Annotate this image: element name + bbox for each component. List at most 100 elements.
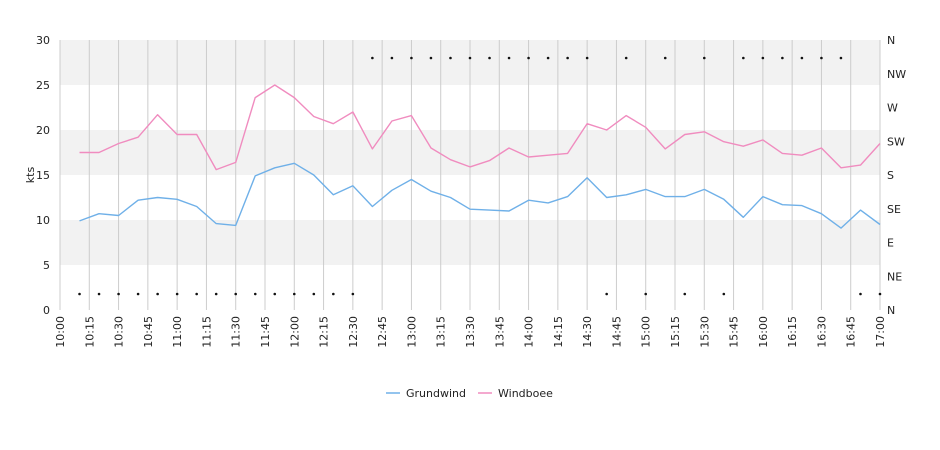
x-tick-label: 13:00 [405,316,418,348]
y2-tick-label: W [887,102,898,115]
y-tick-label: 20 [36,124,50,137]
x-tick-label: 15:30 [698,316,711,348]
direction-marker [878,292,882,296]
y2-tick-label: S [887,169,894,182]
x-tick-label: 11:15 [200,316,213,348]
y2-tick-label: SE [887,203,901,216]
direction-marker [214,292,218,296]
direction-marker [605,292,608,296]
x-tick-label: 11:45 [259,316,272,348]
y-axis-label: kts [24,167,37,184]
direction-marker [449,56,452,60]
x-tick-label: 12:30 [347,316,360,348]
direction-marker [78,292,81,296]
x-tick-label: 15:45 [728,316,741,348]
direction-marker [175,292,179,296]
x-tick-label: 14:00 [523,316,536,348]
direction-marker [722,292,726,296]
direction-marker [663,56,667,60]
direction-marker [234,292,238,296]
x-tick-label: 10:00 [54,316,67,348]
direction-marker [351,292,355,296]
direction-marker [624,56,628,60]
direction-marker [156,292,159,296]
y2-tick-label: N [887,304,895,317]
legend-label: Windboee [498,387,553,400]
direction-marker [644,292,648,296]
direction-marker [683,292,687,296]
x-tick-label: 13:15 [435,316,448,348]
y2-tick-label: E [887,237,894,250]
x-tick-label: 12:15 [318,316,331,348]
y2-tick-label: NW [887,68,906,81]
x-tick-label: 13:45 [493,316,506,348]
x-tick-label: 10:30 [113,316,126,348]
direction-marker [820,56,823,60]
direction-marker [136,292,140,296]
y-tick-label: 10 [36,214,50,227]
direction-marker [800,56,804,60]
direction-marker [332,292,335,296]
x-tick-label: 16:15 [786,316,799,348]
y-tick-label: 0 [43,304,50,317]
x-tick-label: 12:00 [288,316,301,348]
legend: Grundwind Windboee [386,387,553,400]
y-axis-left: 0 5 10 15 20 25 30 [36,34,50,317]
series-line-windboee [79,84,881,171]
x-tick-label: 14:15 [552,316,565,348]
direction-marker [468,56,472,60]
x-tick-label: 14:45 [610,316,623,348]
direction-marker [390,56,394,60]
direction-marker [488,56,491,60]
direction-marker [859,292,862,296]
x-tick-label: 14:30 [581,316,594,348]
y2-tick-label: N [887,34,895,47]
y2-tick-label: NE [887,270,902,283]
direction-marker [97,292,101,296]
direction-marker [507,56,511,60]
series-line-grundwind [79,162,881,229]
direction-marker [253,292,257,296]
x-tick-label: 11:00 [171,316,184,348]
x-tick-label: 12:45 [376,316,389,348]
series-lines [79,84,881,229]
direction-marker [371,56,374,60]
x-tick-label: 15:15 [669,316,682,348]
direction-marker [742,56,745,60]
direction-marker [839,56,843,60]
y-tick-label: 5 [43,259,50,272]
direction-marker [546,56,550,60]
direction-marker [761,56,765,60]
y-tick-label: 25 [36,79,50,92]
direction-marker [312,292,316,296]
direction-marker [117,292,120,296]
y-tick-label: 15 [36,169,50,182]
y2-tick-label: SW [887,135,905,148]
direction-marker [566,56,569,60]
direction-marker [195,292,198,296]
y-axis-right: N NE E SE S SW W NW N [887,34,906,317]
direction-marker [527,56,530,60]
x-tick-label: 16:00 [757,316,770,348]
x-tick-label: 16:45 [845,316,858,348]
y-tick-label: 30 [36,34,50,47]
direction-marker [585,56,589,60]
x-tick-label: 10:45 [142,316,155,348]
x-tick-label: 11:30 [230,316,243,348]
x-axis: 10:00 10:15 10:30 10:45 11:00 11:15 11:30 11:45… [54,316,887,348]
x-tick-label: 17:00 [874,316,887,348]
vertical-gridlines [59,40,881,310]
direction-marker [273,292,277,296]
direction-markers [78,56,882,296]
x-tick-label: 13:30 [464,316,477,348]
direction-marker [292,292,296,296]
direction-marker [410,56,413,60]
direction-marker [702,56,706,60]
x-tick-label: 15:00 [640,316,653,348]
legend-label: Grundwind [406,387,466,400]
direction-marker [781,56,784,60]
x-tick-label: 16:30 [815,316,828,348]
direction-marker [429,56,433,60]
x-tick-label: 10:15 [83,316,96,348]
